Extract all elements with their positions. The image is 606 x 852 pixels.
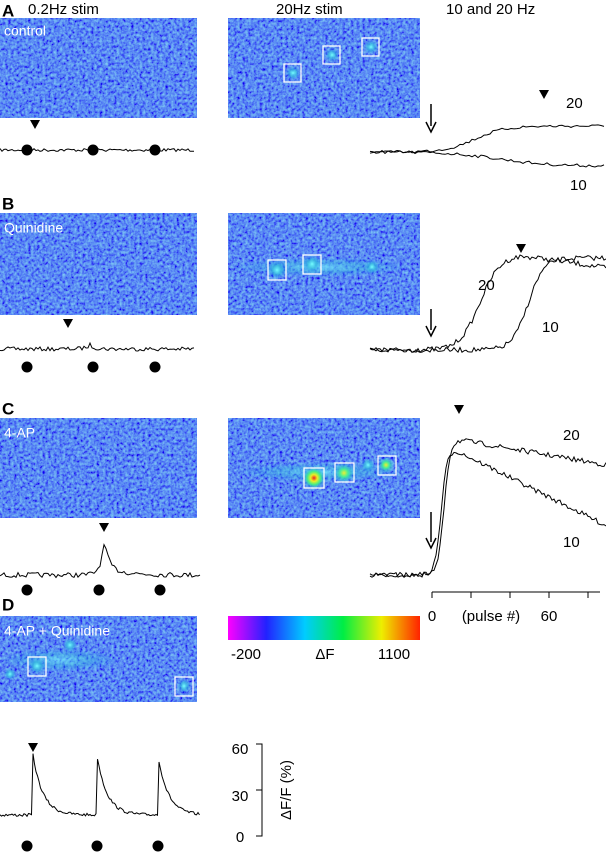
colorbar-min: -200 — [231, 646, 261, 663]
peak-marker — [516, 244, 526, 253]
trace — [0, 341, 195, 352]
colorbar — [228, 616, 420, 640]
stim-arrow-head — [425, 537, 437, 550]
panel-label: control — [4, 23, 46, 39]
trace — [369, 451, 606, 578]
trace — [0, 543, 201, 579]
stim-dot — [21, 840, 33, 852]
stim-arrow-head — [425, 325, 437, 338]
stim-dot — [93, 584, 105, 596]
panel-letter: A — [2, 1, 14, 20]
trace — [369, 254, 606, 353]
stim-dot — [154, 584, 166, 596]
trace-label: 10 — [570, 177, 587, 194]
scale-tick: 0 — [236, 829, 244, 846]
scale-tick: 30 — [232, 788, 249, 805]
stim-dot — [149, 144, 161, 156]
stim-dot — [21, 144, 33, 156]
stim-dot — [87, 144, 99, 156]
panel-letter: D — [2, 595, 14, 614]
stim-dot — [87, 361, 99, 373]
panel-letter: B — [2, 194, 14, 213]
peak-marker — [28, 743, 38, 752]
trace — [369, 124, 605, 155]
colorbar-max: 1100 — [378, 646, 410, 663]
column-header: 0.2Hz stim — [28, 1, 99, 18]
stim-dot — [152, 840, 164, 852]
trace-label: 10 — [542, 319, 559, 336]
axis-label: (pulse #) — [462, 608, 520, 625]
trace — [0, 753, 200, 818]
panel-label: 4-AP — [4, 425, 35, 441]
scale-label: ΔF/F (%) — [278, 760, 295, 820]
peak-marker — [539, 90, 549, 99]
stim-dot — [91, 840, 103, 852]
column-header: 10 and 20 Hz — [446, 1, 535, 18]
axis-tick-label: 60 — [541, 608, 558, 625]
panel-label: 4-AP + Quinidine — [4, 623, 110, 639]
scale-tick: 60 — [232, 741, 249, 758]
stim-dot — [149, 361, 161, 373]
peak-marker — [454, 405, 464, 414]
trace — [369, 150, 605, 168]
traces — [0, 90, 606, 852]
trace-label: 10 — [563, 534, 580, 551]
trace-label: 20 — [566, 95, 583, 112]
peak-marker — [99, 523, 109, 532]
stim-arrow-head — [425, 121, 437, 134]
axis-tick-label: 0 — [428, 608, 436, 625]
images — [0, 18, 420, 702]
column-header: 20Hz stim — [276, 1, 343, 18]
stim-dot — [21, 361, 33, 373]
pulse-axis — [431, 591, 600, 598]
stim-dot — [21, 584, 33, 596]
colorbar-label: ΔF — [315, 646, 334, 663]
peak-marker — [63, 319, 73, 328]
peak-marker — [30, 120, 40, 129]
trace — [369, 255, 606, 354]
scale-bar — [256, 743, 263, 837]
trace-label: 20 — [563, 427, 580, 444]
panel-letter: C — [2, 399, 14, 418]
panel-label: Quinidine — [4, 220, 63, 236]
